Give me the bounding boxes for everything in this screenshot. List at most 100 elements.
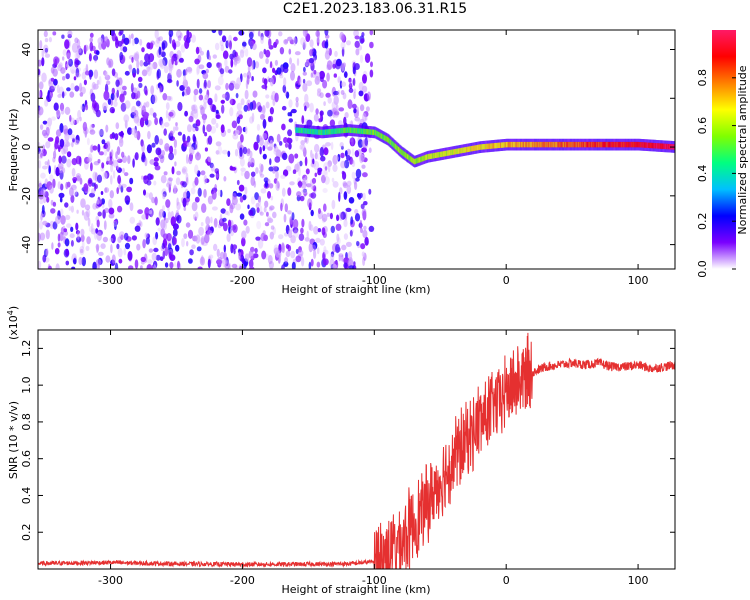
noise-cell	[165, 102, 170, 110]
noise-cell	[295, 248, 299, 255]
noise-cell	[321, 174, 326, 184]
noise-cell	[115, 79, 120, 88]
noise-cell	[109, 190, 115, 199]
noise-cell	[207, 195, 213, 205]
noise-cell	[223, 244, 226, 253]
noise-cell	[252, 90, 258, 98]
noise-cell	[176, 197, 179, 206]
noise-cell	[248, 250, 254, 259]
noise-cell	[265, 58, 269, 65]
noise-cell	[193, 214, 196, 220]
noise-cell	[315, 237, 321, 243]
noise-cell	[360, 38, 365, 43]
noise-cell	[313, 249, 317, 259]
noise-cell	[146, 144, 152, 154]
ridge-core	[465, 147, 467, 153]
noise-cell	[333, 73, 337, 78]
noise-cell	[122, 46, 128, 53]
noise-cell	[122, 85, 127, 91]
x-tick-label: -300	[98, 574, 123, 587]
noise-cell	[219, 39, 224, 47]
noise-cell	[313, 70, 317, 75]
noise-cell	[145, 213, 149, 220]
noise-cell	[65, 260, 70, 266]
noise-cell	[148, 53, 155, 63]
noise-cell	[64, 202, 69, 208]
ridge-core	[528, 141, 531, 148]
noise-cell	[229, 107, 234, 117]
noise-cell	[57, 181, 61, 190]
noise-cell	[162, 193, 166, 200]
noise-cell	[48, 37, 53, 43]
noise-cell	[139, 117, 145, 128]
noise-cell	[273, 146, 279, 153]
noise-cell	[131, 92, 136, 100]
noise-cell	[259, 169, 263, 176]
noise-cell	[267, 76, 270, 83]
noise-cell	[47, 159, 50, 168]
noise-cell	[367, 91, 371, 101]
noise-cell	[140, 256, 146, 263]
noise-cell	[361, 164, 366, 169]
noise-cell	[74, 37, 79, 44]
snr-frame	[37, 329, 676, 570]
noise-cell	[264, 30, 270, 37]
ridge-core	[421, 156, 424, 162]
noise-cell	[289, 181, 295, 186]
noise-cell	[340, 41, 346, 50]
y-tick-label: 0	[20, 144, 33, 151]
noise-cell	[117, 236, 122, 243]
noise-cell	[314, 172, 318, 177]
noise-cell	[42, 120, 48, 125]
noise-cell	[251, 112, 255, 123]
noise-cell	[317, 167, 323, 173]
noise-cell	[162, 191, 167, 198]
noise-cell	[272, 67, 276, 74]
noise-cell	[150, 94, 156, 105]
noise-cell	[194, 164, 199, 175]
noise-cell	[143, 189, 146, 196]
ridge-core	[614, 141, 616, 148]
noise-cell	[369, 41, 374, 49]
noise-cell	[295, 101, 299, 108]
x-tick-label: -100	[362, 574, 387, 587]
noise-cell	[70, 133, 75, 140]
noise-cell	[131, 105, 137, 116]
noise-cell	[176, 201, 181, 211]
noise-cell	[61, 34, 65, 39]
noise-cell	[347, 259, 354, 268]
noise-cell	[361, 208, 367, 218]
noise-cell	[127, 127, 133, 135]
noise-cell	[357, 193, 362, 200]
noise-cell	[168, 251, 172, 260]
noise-cell	[169, 261, 174, 269]
ridge-core	[374, 129, 376, 136]
noise-cell	[281, 105, 287, 111]
noise-cell	[79, 177, 83, 185]
noise-cell	[90, 162, 93, 172]
noise-cell	[321, 213, 328, 222]
noise-cell	[196, 64, 200, 75]
ridge-core	[302, 128, 304, 134]
noise-cell	[259, 135, 262, 142]
noise-cell	[282, 152, 288, 161]
noise-cell	[217, 145, 223, 155]
noise-cell	[318, 208, 321, 214]
ridge-core	[523, 141, 525, 148]
noise-cell	[343, 262, 348, 269]
noise-cell	[41, 148, 47, 157]
noise-cell	[78, 82, 83, 93]
noise-cell	[59, 138, 65, 148]
noise-cell	[38, 59, 42, 67]
noise-cell	[273, 247, 280, 256]
noise-cell	[229, 53, 234, 60]
noise-cell	[297, 249, 304, 257]
noise-cell	[233, 248, 236, 255]
noise-cell	[38, 89, 41, 99]
noise-cell	[67, 128, 73, 136]
noise-cell	[283, 137, 288, 144]
noise-cell	[163, 65, 169, 74]
noise-cell	[65, 181, 69, 190]
ridge-core	[389, 138, 391, 145]
noise-cell	[38, 232, 41, 242]
